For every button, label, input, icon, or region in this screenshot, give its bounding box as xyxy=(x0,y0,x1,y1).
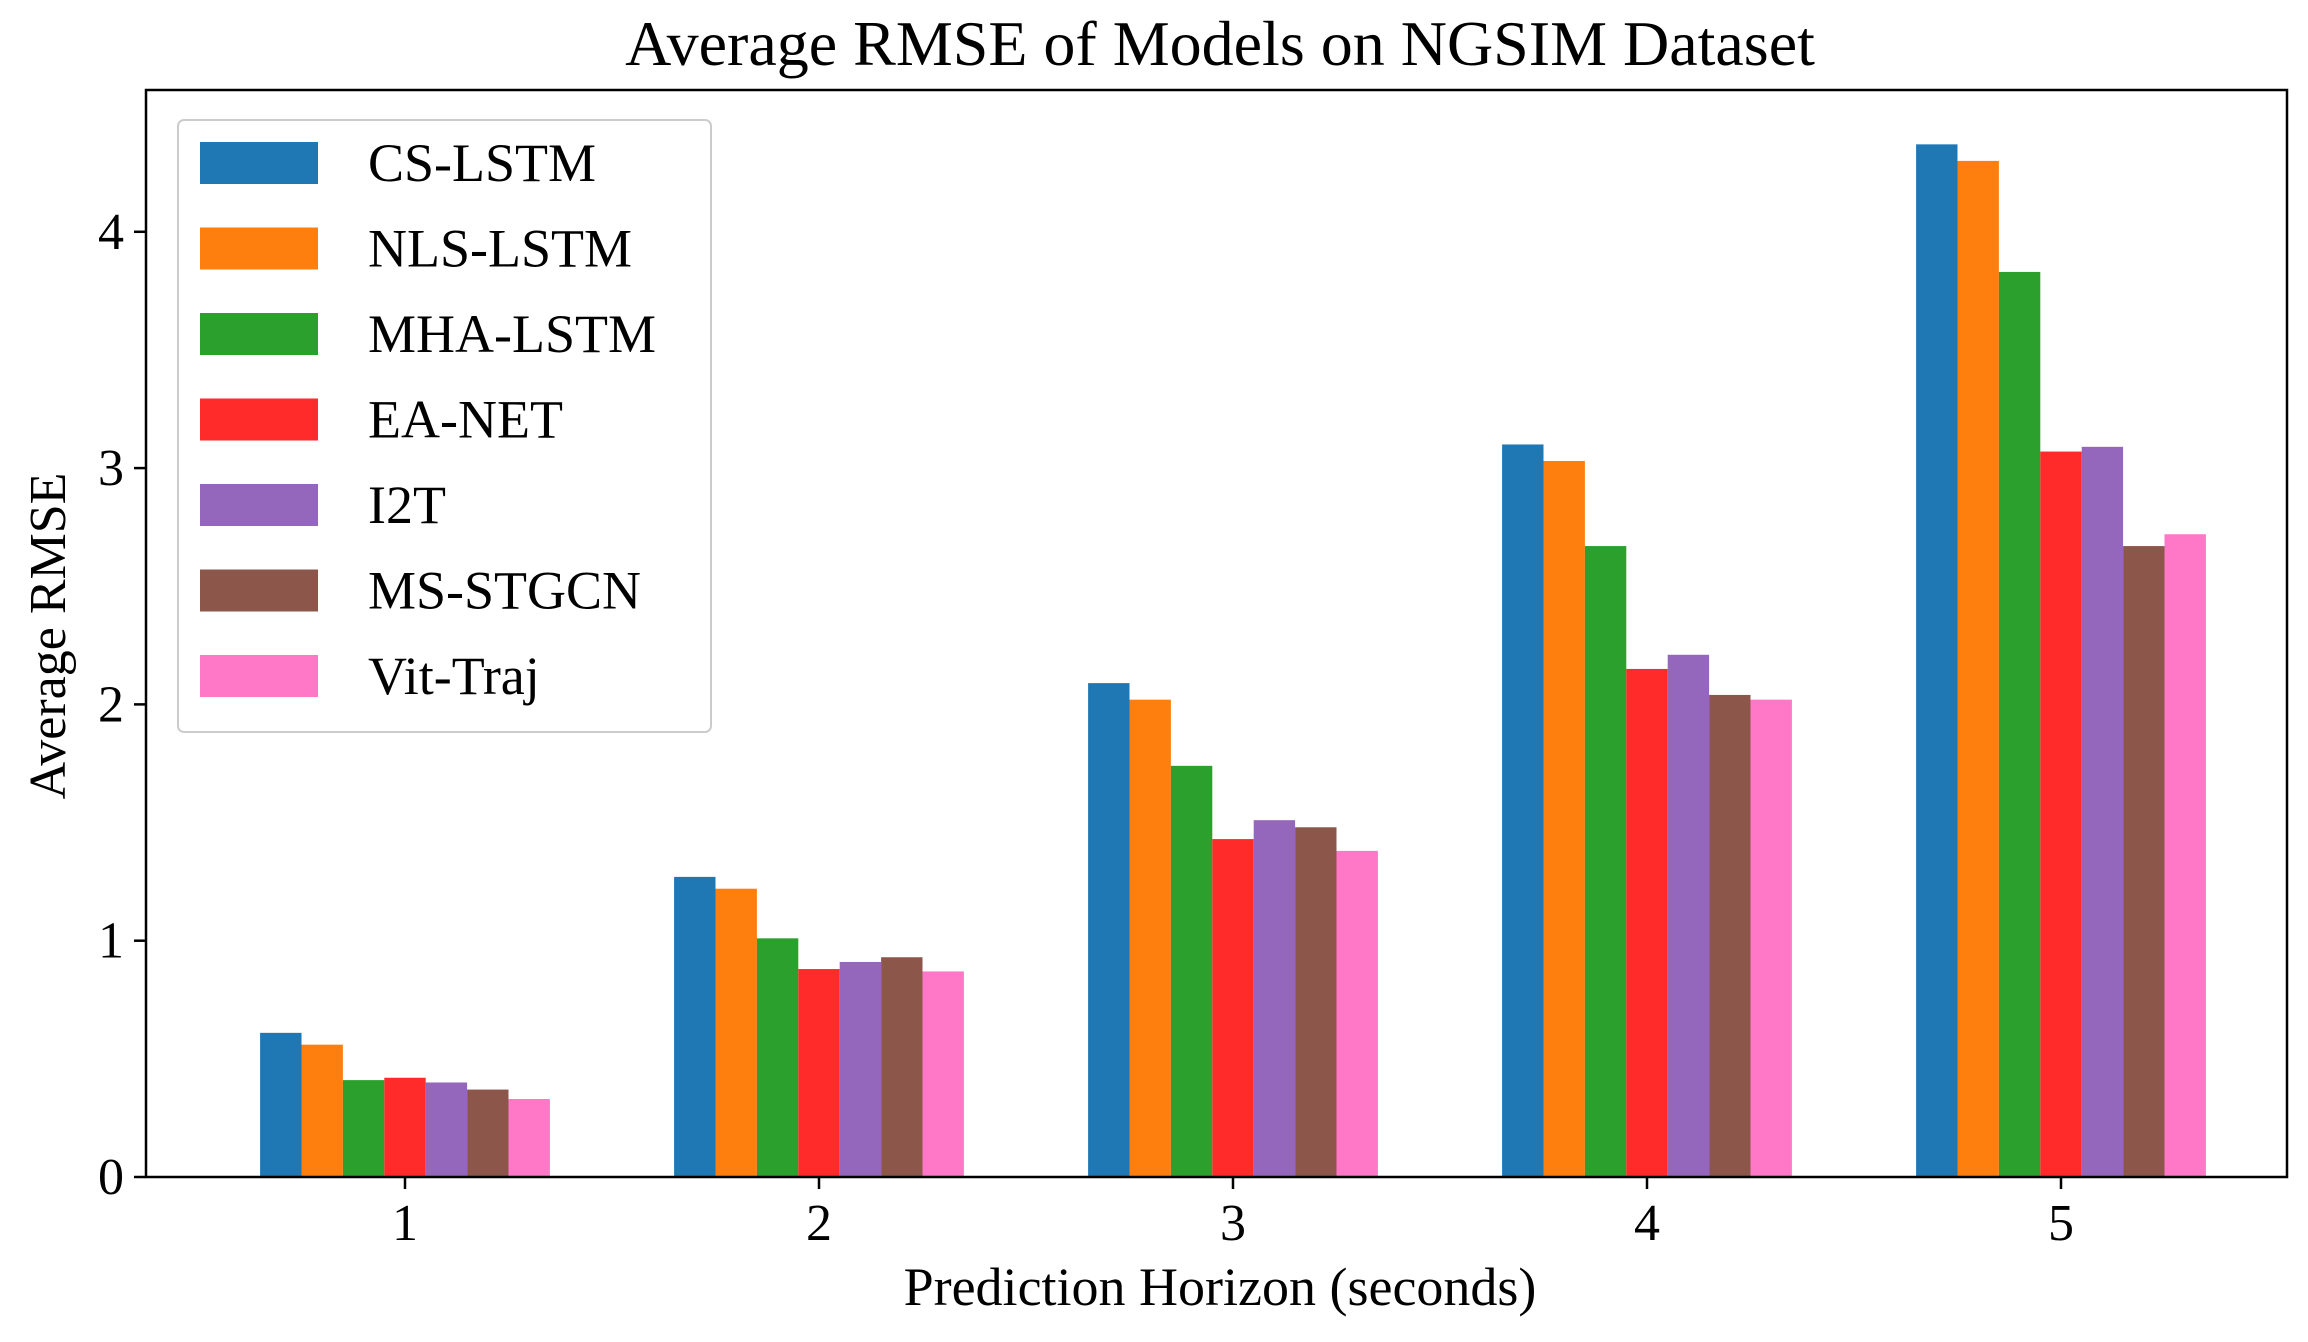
legend-swatch-ea-net xyxy=(200,398,318,441)
bar-ms-stgcn-2 xyxy=(881,957,923,1177)
legend-swatch-mha-lstm xyxy=(200,313,318,355)
x-tick-label: 2 xyxy=(806,1195,832,1252)
legend-swatch-ms-stgcn xyxy=(200,569,318,612)
bar-ms-stgcn-5 xyxy=(2123,546,2165,1177)
bar-ea-net-1 xyxy=(384,1077,426,1177)
legend: CS-LSTM NLS-LSTM MHA-LSTM EA-NET I2T MS-STGCN… xyxy=(177,119,712,733)
bar-ms-stgcn-4 xyxy=(1709,694,1751,1177)
x-tick-label: 3 xyxy=(1220,1195,1246,1252)
x-tick-label: 5 xyxy=(2048,1195,2074,1252)
bar-ms-stgcn-3 xyxy=(1295,827,1337,1177)
bar-i2t-4 xyxy=(1667,654,1710,1177)
y-tick-label: 0 xyxy=(98,1149,124,1206)
bar-i2t-5 xyxy=(2081,446,2124,1177)
bar-vit-traj-3 xyxy=(1336,850,1378,1177)
x-axis-ticks: 1 2 3 4 5 xyxy=(392,1177,2074,1252)
bar-nls-lstm-1 xyxy=(301,1044,343,1177)
legend-label-ea-net: EA-NET xyxy=(368,390,563,450)
legend-label-ms-stgcn: MS-STGCN xyxy=(368,561,641,621)
x-tick-label: 1 xyxy=(392,1195,418,1252)
bar-mha-lstm-3 xyxy=(1170,765,1213,1177)
legend-label-i2t: I2T xyxy=(368,475,446,535)
x-axis-label: Prediction Horizon (seconds) xyxy=(904,1257,1537,1317)
y-axis-ticks: 0 1 2 3 4 xyxy=(98,204,146,1206)
bar-ms-stgcn-1 xyxy=(467,1089,509,1177)
y-tick-label: 3 xyxy=(98,440,124,497)
bar-mha-lstm-1 xyxy=(342,1080,385,1177)
legend-swatch-i2t xyxy=(200,484,318,526)
bar-vit-traj-4 xyxy=(1750,699,1792,1177)
legend-label-vit-traj: Vit-Traj xyxy=(368,646,540,706)
bar-ea-net-3 xyxy=(1212,839,1254,1177)
bar-nls-lstm-5 xyxy=(1957,160,1999,1177)
y-axis-label: Average RMSE xyxy=(20,473,77,800)
bar-nls-lstm-2 xyxy=(715,888,757,1177)
bar-cs-lstm-4 xyxy=(1502,444,1544,1178)
bar-mha-lstm-5 xyxy=(1998,271,2041,1177)
chart-title: Average RMSE of Models on NGSIM Dataset xyxy=(625,8,1815,79)
x-tick-label: 4 xyxy=(1634,1195,1660,1252)
bar-i2t-1 xyxy=(425,1082,468,1177)
bars xyxy=(260,144,2206,1178)
bar-vit-traj-5 xyxy=(2164,534,2206,1177)
legend-label-mha-lstm: MHA-LSTM xyxy=(368,304,656,364)
bar-cs-lstm-3 xyxy=(1088,683,1130,1177)
bar-ea-net-4 xyxy=(1626,668,1668,1177)
y-tick-label: 4 xyxy=(98,204,124,261)
plot-frame xyxy=(144,88,2289,1179)
legend-swatch-cs-lstm xyxy=(200,142,318,184)
bar-cs-lstm-5 xyxy=(1916,144,1958,1178)
bar-cs-lstm-1 xyxy=(260,1032,302,1177)
bar-nls-lstm-4 xyxy=(1543,461,1585,1177)
legend-label-nls-lstm: NLS-LSTM xyxy=(368,219,632,279)
bar-mha-lstm-4 xyxy=(1584,546,1627,1177)
bar-i2t-2 xyxy=(839,961,882,1177)
bar-i2t-3 xyxy=(1253,820,1296,1177)
legend-swatch-vit-traj xyxy=(200,655,318,697)
bar-ea-net-5 xyxy=(2040,451,2082,1177)
bar-mha-lstm-2 xyxy=(756,938,799,1177)
y-tick-label: 2 xyxy=(98,676,124,733)
bar-ea-net-2 xyxy=(798,969,840,1177)
legend-label-cs-lstm: CS-LSTM xyxy=(368,133,596,193)
y-tick-label: 1 xyxy=(98,913,124,970)
bar-vit-traj-1 xyxy=(508,1099,550,1177)
bar-nls-lstm-3 xyxy=(1129,699,1171,1177)
bar-cs-lstm-2 xyxy=(674,876,716,1177)
legend-swatch-nls-lstm xyxy=(200,227,318,270)
bar-vit-traj-2 xyxy=(922,971,964,1177)
